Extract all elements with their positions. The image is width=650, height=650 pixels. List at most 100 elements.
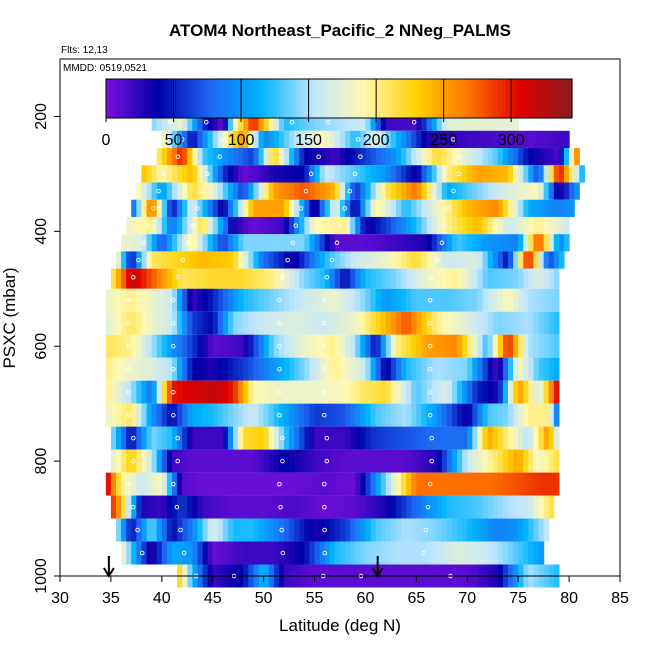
heatmap-cell	[202, 311, 209, 335]
heatmap-cell	[513, 116, 519, 131]
colorbar-cell	[370, 79, 375, 118]
heatmap-cell	[284, 199, 290, 217]
heatmap-cell	[508, 380, 514, 404]
heatmap-cell	[172, 216, 178, 235]
heatmap-cell	[141, 357, 148, 381]
heatmap-cell	[380, 251, 387, 269]
heatmap-cell	[497, 116, 504, 131]
heatmap-cell	[548, 311, 555, 335]
heatmap-cell	[309, 199, 316, 217]
heatmap-cell	[365, 426, 372, 450]
heatmap-cell	[172, 518, 178, 542]
heatmap-cell	[243, 268, 249, 289]
heatmap-cell	[105, 357, 112, 381]
heatmap-cell	[268, 541, 275, 565]
heatmap-cell	[477, 334, 484, 358]
heatmap-cell	[340, 216, 346, 235]
heatmap-cell	[426, 380, 433, 404]
heatmap-cell	[294, 251, 300, 269]
heatmap-cell	[273, 380, 280, 404]
heatmap-cell	[131, 216, 137, 235]
heatmap-cell	[131, 199, 137, 217]
heatmap-cell	[289, 472, 295, 496]
colorbar-cell	[494, 79, 499, 118]
heatmap-cell	[380, 495, 387, 519]
heatmap-cell	[151, 116, 158, 131]
heatmap-cell	[508, 403, 514, 427]
heatmap-cell	[421, 268, 428, 289]
colorbar-cell	[238, 79, 243, 118]
heatmap-cell	[334, 541, 341, 565]
heatmap-cell	[528, 251, 535, 269]
colorbar-cell	[350, 79, 356, 118]
heatmap-cell	[564, 199, 570, 217]
heatmap-cell	[294, 426, 300, 450]
heatmap-cell	[452, 268, 458, 289]
heatmap-cell	[345, 234, 351, 252]
heatmap-cell	[233, 403, 239, 427]
heatmap-cell	[309, 426, 316, 450]
heatmap-cell	[497, 311, 504, 335]
heatmap-cell	[319, 199, 326, 217]
heatmap-cell	[161, 268, 168, 289]
heatmap-cell	[385, 165, 392, 183]
colorbar-cell	[137, 79, 142, 118]
heatmap-cell	[238, 334, 244, 358]
heatmap-cell	[528, 541, 535, 565]
heatmap-cell	[396, 334, 402, 358]
heatmap-cell	[553, 311, 560, 335]
heatmap-cell	[396, 403, 402, 427]
heatmap-cell	[431, 288, 438, 312]
heatmap-cell	[105, 311, 112, 335]
colorbar-cell	[284, 79, 290, 118]
heatmap-cell	[431, 495, 438, 519]
heatmap-cell	[324, 288, 331, 312]
heatmap-cell	[207, 472, 214, 496]
heatmap-cell	[243, 449, 249, 473]
heatmap-cell	[355, 357, 361, 381]
heatmap-cell	[263, 380, 270, 404]
heatmap-cell	[508, 495, 514, 519]
heatmap-cell	[197, 251, 204, 269]
heatmap-cell	[294, 116, 300, 131]
heatmap-cell	[309, 268, 316, 289]
heatmap-cell	[350, 311, 356, 335]
colorbar-cell	[164, 79, 169, 118]
heatmap-cell	[202, 518, 209, 542]
heatmap-cell	[258, 216, 265, 235]
colorbar-cell	[521, 79, 526, 118]
heatmap-cell	[380, 288, 387, 312]
heatmap-cell	[446, 518, 453, 542]
heatmap-cell	[502, 380, 509, 404]
heatmap-cell	[263, 251, 270, 269]
heatmap-cell	[513, 311, 519, 335]
heatmap-cell	[217, 518, 224, 542]
heatmap-cell	[192, 449, 199, 473]
heatmap-cell	[248, 472, 255, 496]
heatmap-cell	[263, 234, 270, 252]
heatmap-cell	[487, 251, 494, 269]
heatmap-cell	[365, 449, 372, 473]
heatmap-cell	[360, 288, 367, 312]
heatmap-cell	[406, 199, 412, 217]
heatmap-cell	[304, 380, 311, 404]
heatmap-cell	[238, 148, 244, 166]
heatmap-cell	[233, 268, 239, 289]
heatmap-cell	[192, 357, 199, 381]
heatmap-cell	[228, 495, 234, 519]
heatmap-cell	[243, 116, 249, 131]
heatmap-cell	[360, 216, 367, 235]
heatmap-cell	[487, 518, 494, 542]
heatmap-cell	[233, 311, 239, 335]
heatmap-cell	[360, 449, 367, 473]
heatmap-cell	[416, 116, 423, 131]
colorbar-cell	[257, 79, 262, 118]
heatmap-cell	[523, 165, 529, 183]
heatmap-cell	[462, 234, 468, 252]
colorbar-cell	[300, 79, 305, 118]
y-tick-label: 200	[33, 103, 50, 130]
heatmap-cell	[197, 426, 204, 450]
heatmap-cell	[487, 495, 494, 519]
heatmap-cell	[182, 541, 188, 565]
sample-dot	[427, 320, 433, 326]
